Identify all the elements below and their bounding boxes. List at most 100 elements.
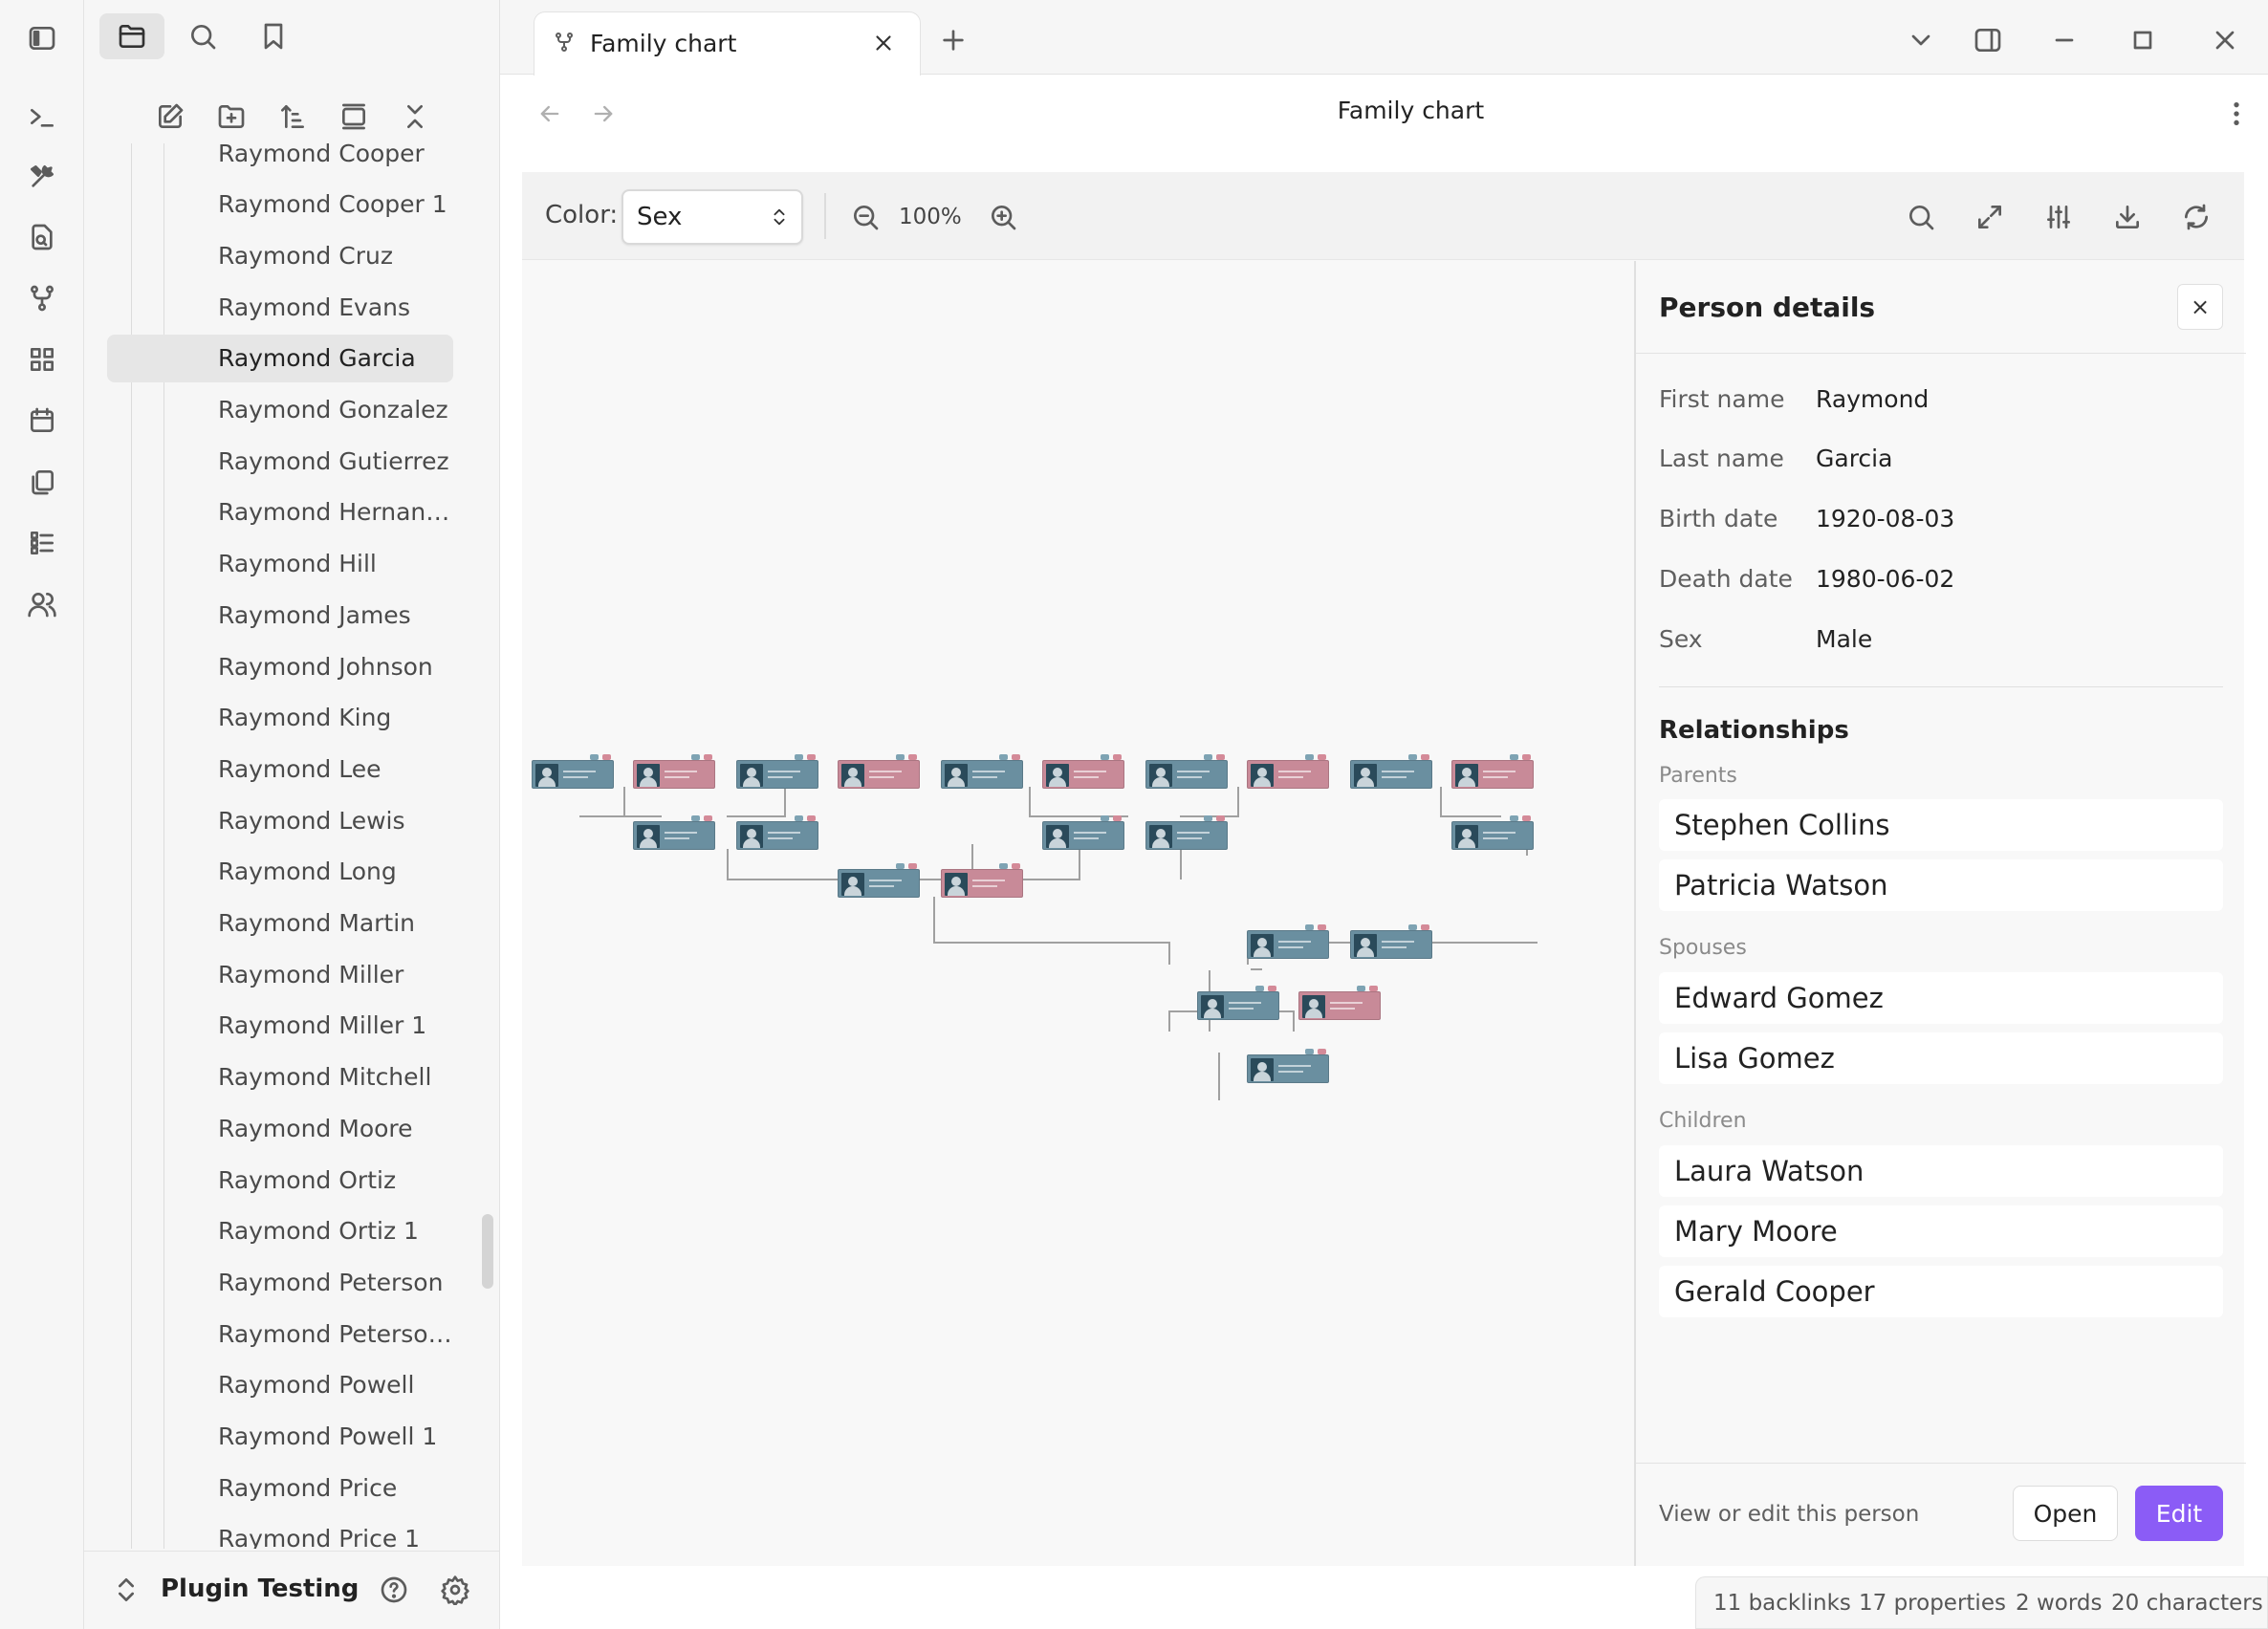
person-node-selected[interactable]: [1247, 924, 1329, 959]
right-sidebar-toggle-icon[interactable]: [1965, 17, 2011, 63]
person-node[interactable]: [1350, 924, 1432, 959]
file-tree-item[interactable]: Raymond Cooper: [218, 143, 425, 167]
close-icon[interactable]: [864, 24, 903, 62]
person-node[interactable]: [1145, 754, 1228, 789]
properties-count[interactable]: 17 properties: [1859, 1591, 2006, 1616]
file-tree-item[interactable]: Raymond Evans: [218, 293, 411, 321]
person-node[interactable]: [1042, 815, 1124, 850]
person-node[interactable]: [1042, 754, 1124, 789]
git-fork-icon[interactable]: [19, 277, 65, 319]
file-tree-item[interactable]: Raymond King: [218, 704, 392, 732]
child-item[interactable]: Laura Watson: [1659, 1145, 2223, 1197]
person-node[interactable]: [1247, 1049, 1329, 1083]
parent-item[interactable]: Patricia Watson: [1659, 859, 2223, 911]
file-tree-item[interactable]: Raymond Powell: [218, 1371, 415, 1400]
file-tree-item[interactable]: Raymond Lewis: [218, 806, 405, 835]
file-tree-item[interactable]: Raymond Price 1: [218, 1525, 421, 1549]
tab-family-chart[interactable]: Family chart: [534, 11, 921, 76]
family-chart-canvas[interactable]: [522, 261, 1633, 1566]
person-node[interactable]: [736, 754, 818, 789]
bookmark-icon[interactable]: [251, 13, 296, 59]
copy-icon[interactable]: [19, 461, 65, 503]
file-tree-item[interactable]: Raymond Gutierrez: [218, 446, 449, 475]
file-tree-item[interactable]: Raymond Lee: [218, 754, 382, 783]
file-tree-item[interactable]: Raymond Peterso…: [218, 1319, 452, 1348]
view-title[interactable]: Family chart: [1337, 97, 1485, 124]
minimize-icon[interactable]: [2041, 17, 2087, 63]
settings-sliders-icon[interactable]: [2035, 193, 2083, 241]
file-tree-item[interactable]: Raymond Mitchell: [218, 1063, 432, 1092]
color-select[interactable]: Sex: [622, 189, 803, 245]
file-tree-item[interactable]: Raymond Miller: [218, 960, 404, 988]
back-arrow-icon[interactable]: [529, 93, 571, 135]
refresh-icon[interactable]: [2172, 193, 2220, 241]
search-icon[interactable]: [1897, 193, 1945, 241]
file-tree-item[interactable]: Raymond Martin: [218, 909, 416, 937]
download-icon[interactable]: [2104, 193, 2151, 241]
person-node[interactable]: [1451, 815, 1534, 850]
tools-icon[interactable]: [19, 156, 65, 198]
vault-switch-icon[interactable]: [109, 1569, 143, 1611]
parent-item[interactable]: Stephen Collins: [1659, 799, 2223, 851]
person-node[interactable]: [633, 815, 715, 850]
folder-icon[interactable]: [99, 13, 164, 59]
file-tree-item[interactable]: Raymond Cooper 1: [218, 190, 447, 219]
file-tree-item[interactable]: Raymond Ortiz 1: [218, 1217, 419, 1246]
grid-icon[interactable]: [19, 338, 65, 380]
file-tree-item[interactable]: Raymond Miller 1: [218, 1011, 427, 1040]
close-details-button[interactable]: ×: [2177, 284, 2223, 330]
file-tree-item[interactable]: Raymond Moore: [218, 1114, 413, 1142]
settings-icon[interactable]: [434, 1569, 476, 1611]
person-node[interactable]: [736, 815, 818, 850]
person-node[interactable]: [1298, 986, 1381, 1020]
person-node[interactable]: [838, 863, 920, 898]
open-button[interactable]: Open: [2013, 1486, 2118, 1541]
child-item[interactable]: Gerald Cooper: [1659, 1266, 2223, 1317]
person-node[interactable]: [1247, 754, 1329, 789]
sidebar-toggle-icon[interactable]: [19, 17, 65, 59]
window-close-icon[interactable]: [2202, 17, 2248, 63]
collapse-view-icon[interactable]: [331, 96, 377, 138]
file-tree-item[interactable]: Raymond Ortiz: [218, 1165, 397, 1194]
edit-button[interactable]: Edit: [2135, 1486, 2223, 1541]
file-tree-item[interactable]: Raymond Garcia: [107, 334, 453, 382]
file-tree-item[interactable]: Raymond Gonzalez: [218, 396, 448, 424]
person-node[interactable]: [838, 754, 920, 789]
fullscreen-icon[interactable]: [1966, 193, 2014, 241]
more-options-icon[interactable]: [2215, 93, 2257, 135]
person-node[interactable]: [1197, 986, 1279, 1020]
terminal-icon[interactable]: [19, 96, 65, 138]
new-note-icon[interactable]: [147, 96, 193, 138]
file-tree-item[interactable]: Raymond Powell 1: [218, 1423, 438, 1450]
file-tree-item[interactable]: Raymond Hernan…: [218, 498, 450, 527]
zoom-out-icon[interactable]: [843, 195, 887, 239]
person-node[interactable]: [941, 754, 1023, 789]
file-tree-item[interactable]: Raymond Peterson: [218, 1268, 444, 1296]
person-node[interactable]: [1350, 754, 1432, 789]
new-tab-icon[interactable]: [930, 17, 976, 63]
person-node[interactable]: [532, 754, 614, 789]
person-node[interactable]: [941, 863, 1023, 898]
file-tree-item[interactable]: Raymond Price: [218, 1473, 398, 1502]
person-node[interactable]: [1145, 815, 1228, 850]
zoom-in-icon[interactable]: [981, 195, 1025, 239]
help-icon[interactable]: [373, 1569, 415, 1611]
file-tree-item[interactable]: Raymond Long: [218, 858, 397, 886]
child-item[interactable]: Mary Moore: [1659, 1205, 2223, 1257]
backlinks-count[interactable]: 11 backlinks: [1713, 1591, 1851, 1616]
person-node[interactable]: [633, 754, 715, 789]
collapse-all-icon[interactable]: [392, 96, 438, 138]
file-tree-item[interactable]: Raymond Hill: [218, 550, 377, 578]
maximize-icon[interactable]: [2120, 17, 2166, 63]
users-icon[interactable]: [19, 583, 65, 625]
chevron-down-icon[interactable]: [1898, 17, 1944, 63]
person-node[interactable]: [1451, 754, 1534, 789]
search-icon[interactable]: [180, 13, 226, 59]
new-folder-icon[interactable]: [208, 96, 254, 138]
vault-name[interactable]: Plugin Testing: [161, 1575, 360, 1603]
spouse-item[interactable]: Lisa Gomez: [1659, 1032, 2223, 1084]
file-tree-item[interactable]: Raymond Cruz: [218, 241, 393, 270]
file-search-icon[interactable]: [19, 216, 65, 258]
forward-arrow-icon[interactable]: [582, 93, 624, 135]
sidebar-scrollbar[interactable]: [482, 1214, 493, 1289]
